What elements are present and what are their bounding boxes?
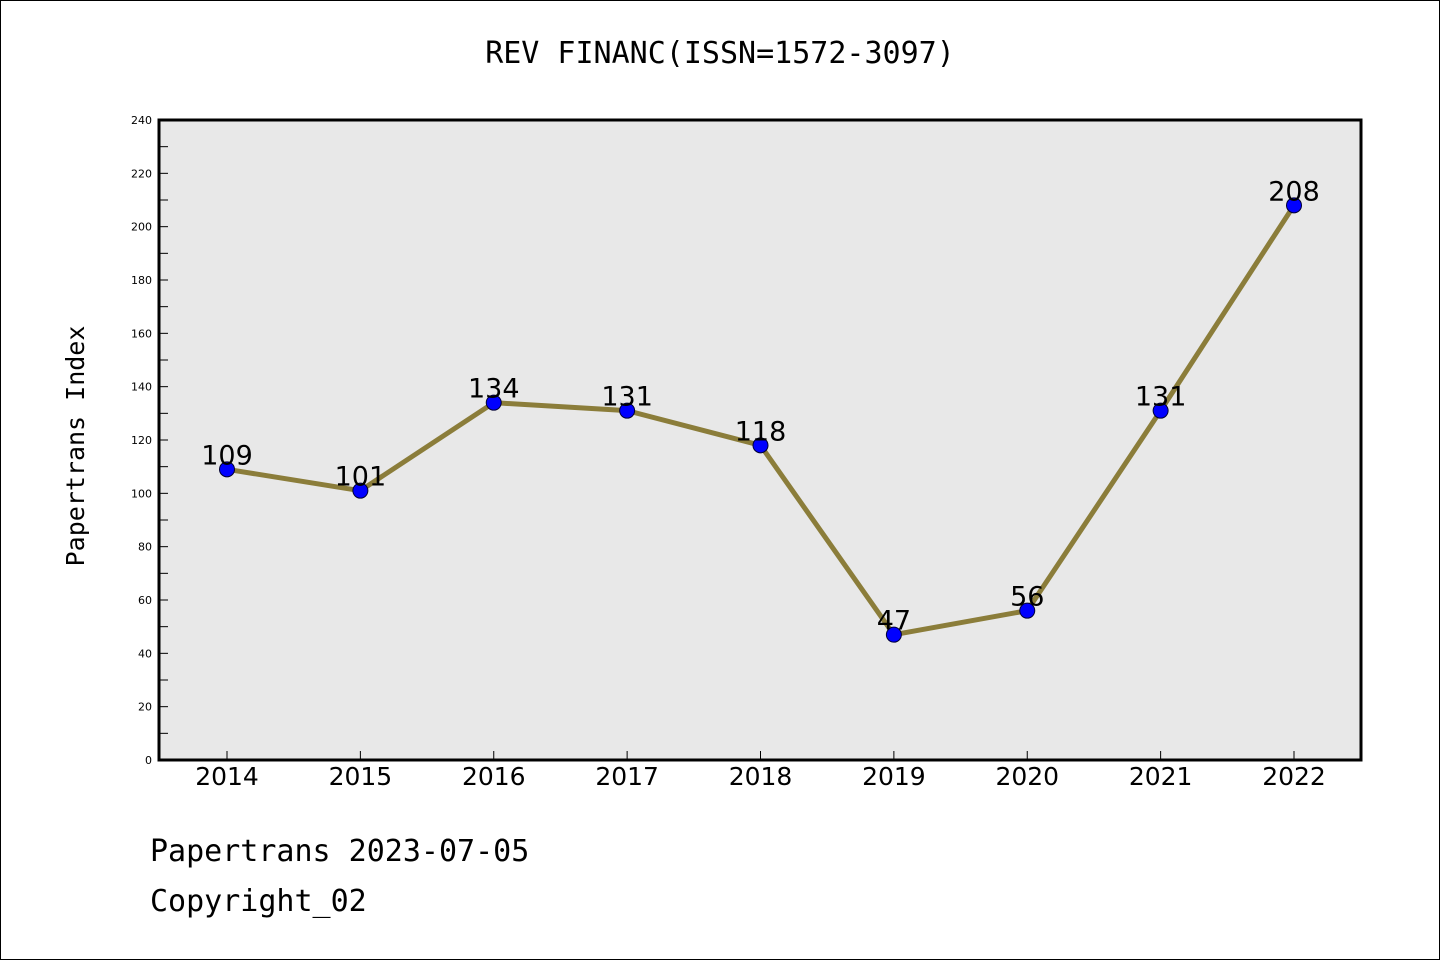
data-point (1019, 602, 1036, 619)
data-labels: 109 101 134 131 118 47 56 131 208 (201, 176, 1320, 636)
data-label: 134 (468, 374, 520, 405)
x-tick-label: 2017 (595, 762, 659, 791)
data-point (1152, 402, 1169, 419)
data-label: 56 (1010, 582, 1044, 613)
data-point (219, 461, 235, 478)
y-tick-label: 100 (131, 487, 152, 500)
data-point (752, 437, 769, 454)
x-tick-label: 2016 (462, 762, 526, 791)
y-tick-label: 120 (131, 434, 152, 447)
footer-date: Papertrans 2023-07-05 (150, 834, 530, 869)
data-point (485, 394, 502, 411)
x-tick-label: 2018 (729, 762, 793, 791)
x-tick-label: 2020 (995, 762, 1059, 791)
y-tick-label: 40 (138, 647, 152, 660)
y-tick-label: 80 (138, 541, 152, 554)
y-tick-label: 200 (131, 221, 152, 234)
y-tick-label: 160 (131, 327, 152, 340)
data-point (1286, 197, 1302, 214)
data-label: 131 (601, 382, 653, 413)
x-tick-label: 2022 (1262, 762, 1326, 791)
y-axis-label: Papertrans Index (61, 326, 90, 567)
data-label: 131 (1135, 382, 1187, 413)
data-point (619, 402, 636, 419)
data-label: 208 (1268, 176, 1320, 207)
footer-copyright: Copyright_02 (150, 884, 367, 919)
y-tick-label: 60 (138, 594, 152, 607)
data-label: 47 (877, 606, 911, 637)
y-tick-label: 0 (145, 754, 152, 767)
x-tick-label: 2014 (195, 762, 259, 791)
y-tick-label: 180 (131, 274, 152, 287)
data-label: 101 (335, 462, 387, 493)
y-tick-label: 220 (131, 167, 152, 180)
y-tick-label: 140 (131, 381, 152, 394)
chart-title: REV FINANC(ISSN=1572-3097) (485, 36, 955, 71)
y-tick-label: 240 (131, 114, 152, 127)
x-tick-label: 2015 (329, 762, 393, 791)
data-points (219, 197, 1302, 643)
data-label: 118 (735, 416, 787, 447)
x-tick-label: 2021 (1129, 762, 1193, 791)
y-tick-label: 20 (138, 701, 152, 714)
data-point (352, 482, 369, 499)
x-tick-label: 2019 (862, 762, 926, 791)
data-label: 109 (201, 440, 253, 471)
y-axis: 0 20 40 60 80 100 120 140 160 180 200 220 240 (131, 114, 168, 767)
x-axis: 2014 2015 2016 2017 2018 2019 2020 2021 2022 (195, 751, 1326, 791)
data-point (885, 626, 902, 643)
